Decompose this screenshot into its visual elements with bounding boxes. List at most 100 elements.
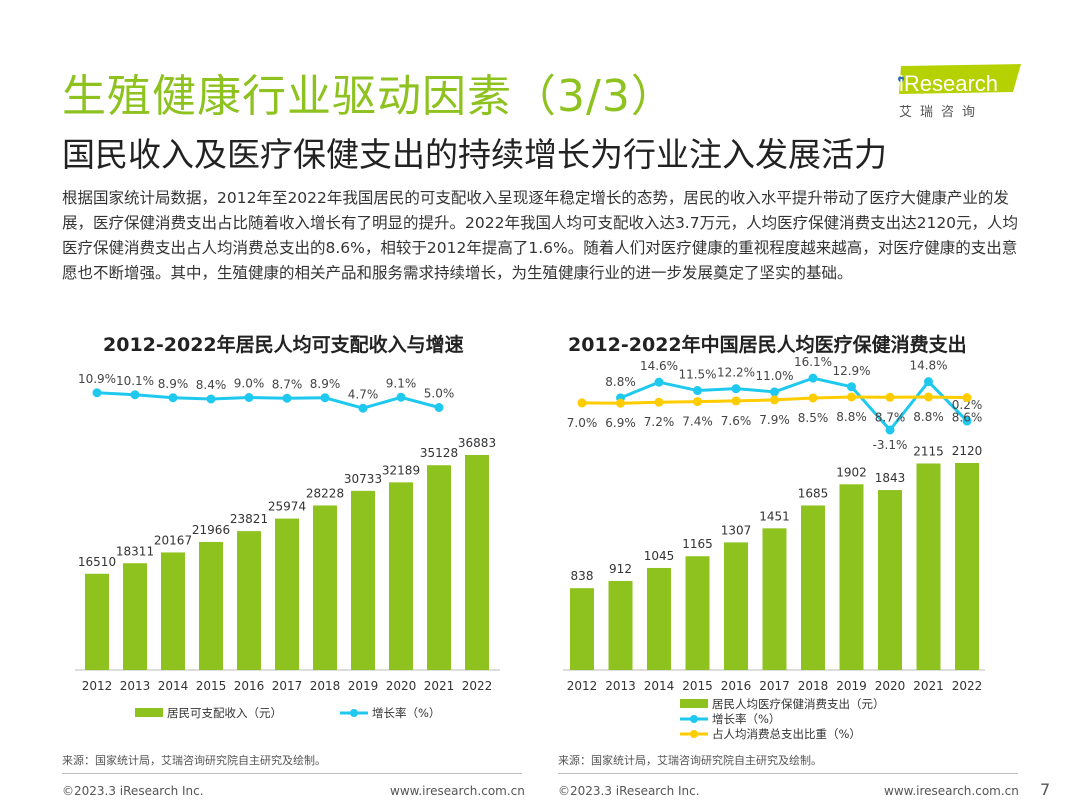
x-tick-label: 2016 (721, 679, 752, 693)
line-label: 0.2% (952, 398, 983, 412)
line-label: 7.4% (682, 415, 713, 429)
line-point (396, 392, 406, 402)
bar (275, 518, 299, 670)
iresearch-logo: iResearch 艾瑞咨询 (898, 64, 1021, 120)
line-label: 7.9% (759, 413, 790, 427)
bar-label: 838 (571, 569, 594, 583)
bar-label: 30733 (344, 472, 382, 486)
line-label: 6.9% (605, 416, 636, 430)
url-right: www.iresearch.com.cn (884, 784, 1019, 798)
bar-label: 25974 (268, 500, 306, 514)
bar (161, 552, 185, 670)
line-point (808, 373, 818, 383)
bar-label: 36883 (458, 436, 496, 450)
divider (558, 773, 1018, 774)
x-tick-label: 2022 (952, 679, 983, 693)
legend-swatch (690, 730, 698, 738)
bar (608, 580, 633, 670)
line-point (92, 388, 102, 398)
bar (351, 490, 375, 670)
x-tick-label: 2020 (386, 679, 417, 693)
line-label: 8.5% (798, 411, 829, 425)
legend-label: 居民人均医疗保健消费支出（元） (712, 697, 885, 711)
bar-label: 1843 (875, 471, 906, 485)
line-point (770, 387, 779, 397)
line-point (206, 394, 216, 404)
svg-text:iResearch: iResearch (899, 71, 998, 96)
x-tick-label: 2021 (913, 679, 944, 693)
bar-label: 1165 (682, 537, 713, 551)
bar-label: 1045 (644, 549, 675, 563)
bar (955, 463, 979, 670)
line-label: 16.1% (794, 355, 832, 369)
bar-label: 16510 (78, 555, 116, 569)
x-tick-label: 2019 (348, 679, 379, 693)
line-point (731, 396, 741, 406)
line-label: 8.7% (875, 410, 906, 424)
line-label: 14.8% (909, 359, 947, 373)
bar-label: 2115 (913, 444, 944, 458)
bar (465, 455, 489, 670)
line-label: 7.0% (567, 416, 598, 430)
page-number: 7 (1040, 780, 1051, 799)
bar-label: 20167 (154, 533, 192, 547)
line-point (693, 397, 702, 407)
line-point (770, 395, 779, 405)
line-label: 14.6% (640, 359, 678, 373)
bar (839, 484, 864, 670)
bar (237, 531, 261, 670)
line-point (244, 393, 254, 402)
svg-text:艾瑞咨询: 艾瑞咨询 (899, 105, 983, 120)
x-tick-label: 2021 (424, 679, 455, 693)
bar (123, 563, 147, 670)
line-label: 5.0% (424, 387, 455, 401)
line-point (962, 393, 972, 403)
bar (199, 541, 223, 670)
line-label: 7.2% (644, 415, 675, 429)
line-point (168, 393, 178, 403)
copyright-right: ©2023.3 iResearch Inc. (558, 784, 700, 798)
bar-label: 1451 (759, 509, 790, 523)
line-point (320, 393, 330, 403)
legend-swatch (135, 708, 163, 717)
bar (762, 528, 787, 670)
line-label: 12.2% (717, 366, 755, 380)
bar-label: 912 (609, 562, 632, 576)
bar (427, 465, 451, 670)
copyright-left: ©2023.3 iResearch Inc. (62, 784, 204, 798)
bar (647, 567, 671, 670)
line-label: 9.0% (234, 377, 265, 391)
line-label: 8.8% (913, 410, 944, 424)
line-point (885, 425, 895, 435)
bar-label: 2120 (952, 444, 983, 458)
line-point (654, 397, 664, 407)
bar (724, 542, 748, 670)
legend-label: 增长率（%） (712, 712, 780, 726)
line-label: 8.8% (836, 410, 867, 424)
x-tick-label: 2014 (644, 679, 675, 693)
chart1-title: 2012-2022年居民人均可支配收入与增速 (103, 334, 464, 356)
legend-swatch (690, 715, 698, 723)
body-text: 根据国家统计局数据，2012年至2022年我国居民的可支配收入呈现逐年稳定增长的… (62, 189, 1019, 282)
bar (878, 490, 902, 670)
line-point (130, 390, 140, 400)
source-right: 来源：国家统计局，艾瑞咨询研究院自主研究及绘制。 (558, 754, 822, 767)
line-label: 8.9% (158, 377, 189, 391)
legend-label: 增长率（%） (372, 706, 440, 720)
x-tick-label: 2015 (196, 679, 227, 693)
x-tick-label: 2012 (82, 679, 113, 693)
bar (801, 505, 825, 670)
bar (313, 505, 337, 670)
bar (570, 588, 594, 670)
line-point (693, 386, 702, 396)
x-tick-label: 2022 (462, 679, 493, 693)
line-label: 11.5% (678, 368, 716, 382)
series-line (96, 391, 440, 410)
x-tick-label: 2015 (682, 679, 713, 693)
chart2-title: 2012-2022年中国居民人均医疗保健消费支出 (568, 334, 967, 356)
bar-label: 1685 (798, 486, 829, 500)
line-point (962, 416, 972, 426)
bar (685, 556, 710, 670)
bar-label: 21966 (192, 523, 230, 537)
